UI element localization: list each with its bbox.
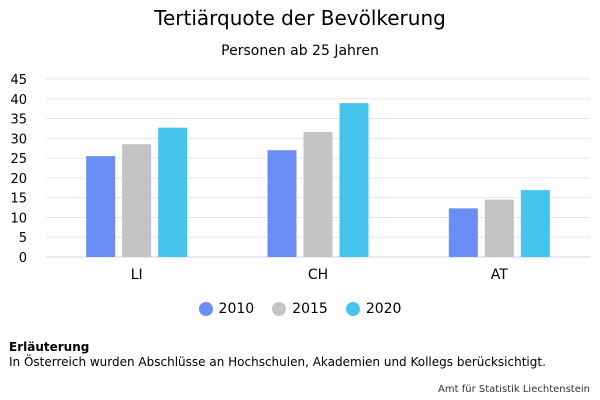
y-tick-label: 25: [10, 152, 27, 167]
y-tick-label: 15: [10, 192, 27, 207]
legend-label: 2010: [218, 301, 255, 317]
bar-2010-CH: [267, 150, 297, 257]
bar-chart: 0 5 10 15 20 25 30 35 40 45 LI CH AT: [10, 73, 590, 283]
bar-2015-CH: [303, 132, 333, 257]
legend: 2010 2015 2020: [0, 301, 600, 317]
x-tick-label: CH: [308, 267, 328, 283]
legend-item-2010[interactable]: 2010: [198, 301, 255, 317]
bar-2010-AT: [448, 208, 478, 257]
footnote-title: Erläuterung: [9, 340, 90, 354]
y-tick-label: 40: [10, 93, 27, 108]
y-tick-label: 45: [10, 73, 27, 88]
footnote: Erläuterung In Österreich wurden Abschlü…: [9, 340, 546, 370]
x-tick-label: LI: [131, 267, 143, 283]
bar-2020-LI: [158, 127, 188, 257]
y-tick-label: 30: [10, 132, 27, 147]
legend-marker-icon: [345, 302, 360, 316]
legend-item-2020[interactable]: 2020: [345, 301, 402, 317]
x-tick-label: AT: [491, 267, 508, 283]
legend-marker-icon: [198, 302, 213, 316]
footnote-text: In Österreich wurden Abschlüsse an Hochs…: [9, 355, 546, 369]
y-tick-label: 20: [10, 172, 27, 187]
bar-2015-LI: [122, 144, 152, 257]
legend-item-2015[interactable]: 2015: [272, 301, 328, 317]
y-tick-label: 0: [19, 251, 27, 266]
bar-2015-AT: [484, 199, 514, 257]
bar-2010-LI: [86, 156, 116, 257]
y-tick-label: 35: [10, 113, 27, 128]
y-tick-label: 5: [19, 231, 27, 246]
bar-2020-CH: [339, 103, 369, 257]
legend-marker-icon: [272, 302, 287, 316]
legend-label: 2020: [365, 301, 402, 317]
credits[interactable]: Amt für Statistik Liechtenstein: [438, 384, 590, 395]
y-tick-label: 10: [10, 211, 27, 226]
chart-title: Tertiärquote der Bevölkerung: [154, 6, 446, 30]
bar-2020-AT: [520, 190, 550, 257]
chart-subtitle: Personen ab 25 Jahren: [221, 43, 379, 59]
legend-label: 2015: [292, 301, 328, 317]
